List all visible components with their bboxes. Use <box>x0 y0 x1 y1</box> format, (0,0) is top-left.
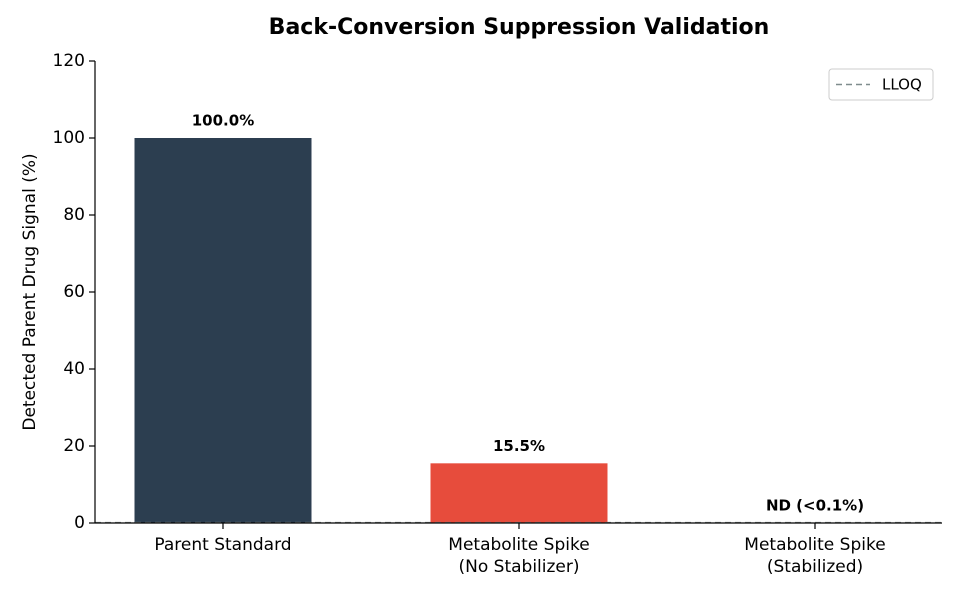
y-axis-label: Detected Parent Drug Signal (%) <box>20 153 40 430</box>
y-tick-label: 40 <box>63 359 85 379</box>
legend-box <box>828 68 934 101</box>
bar <box>430 463 608 523</box>
y-tick-label: 120 <box>53 51 85 71</box>
value-label: ND (<0.1%) <box>766 497 864 515</box>
y-tick-label: 100 <box>53 128 85 148</box>
y-tick-label: 0 <box>74 513 85 533</box>
legend-label: LLOQ <box>882 76 922 94</box>
y-tick-label: 80 <box>63 205 85 225</box>
value-label: 15.5% <box>493 437 545 455</box>
value-label: 100.0% <box>192 112 254 130</box>
y-tick-label: 60 <box>63 282 85 302</box>
bar <box>134 138 312 523</box>
y-tick-label: 20 <box>63 436 85 456</box>
x-tick-label: Metabolite Spike (Stabilized) <box>744 535 886 577</box>
chart-title: Back-Conversion Suppression Validation <box>269 15 770 40</box>
x-tick-label: Metabolite Spike (No Stabilizer) <box>448 535 590 577</box>
x-tick-label: Parent Standard <box>154 535 292 555</box>
